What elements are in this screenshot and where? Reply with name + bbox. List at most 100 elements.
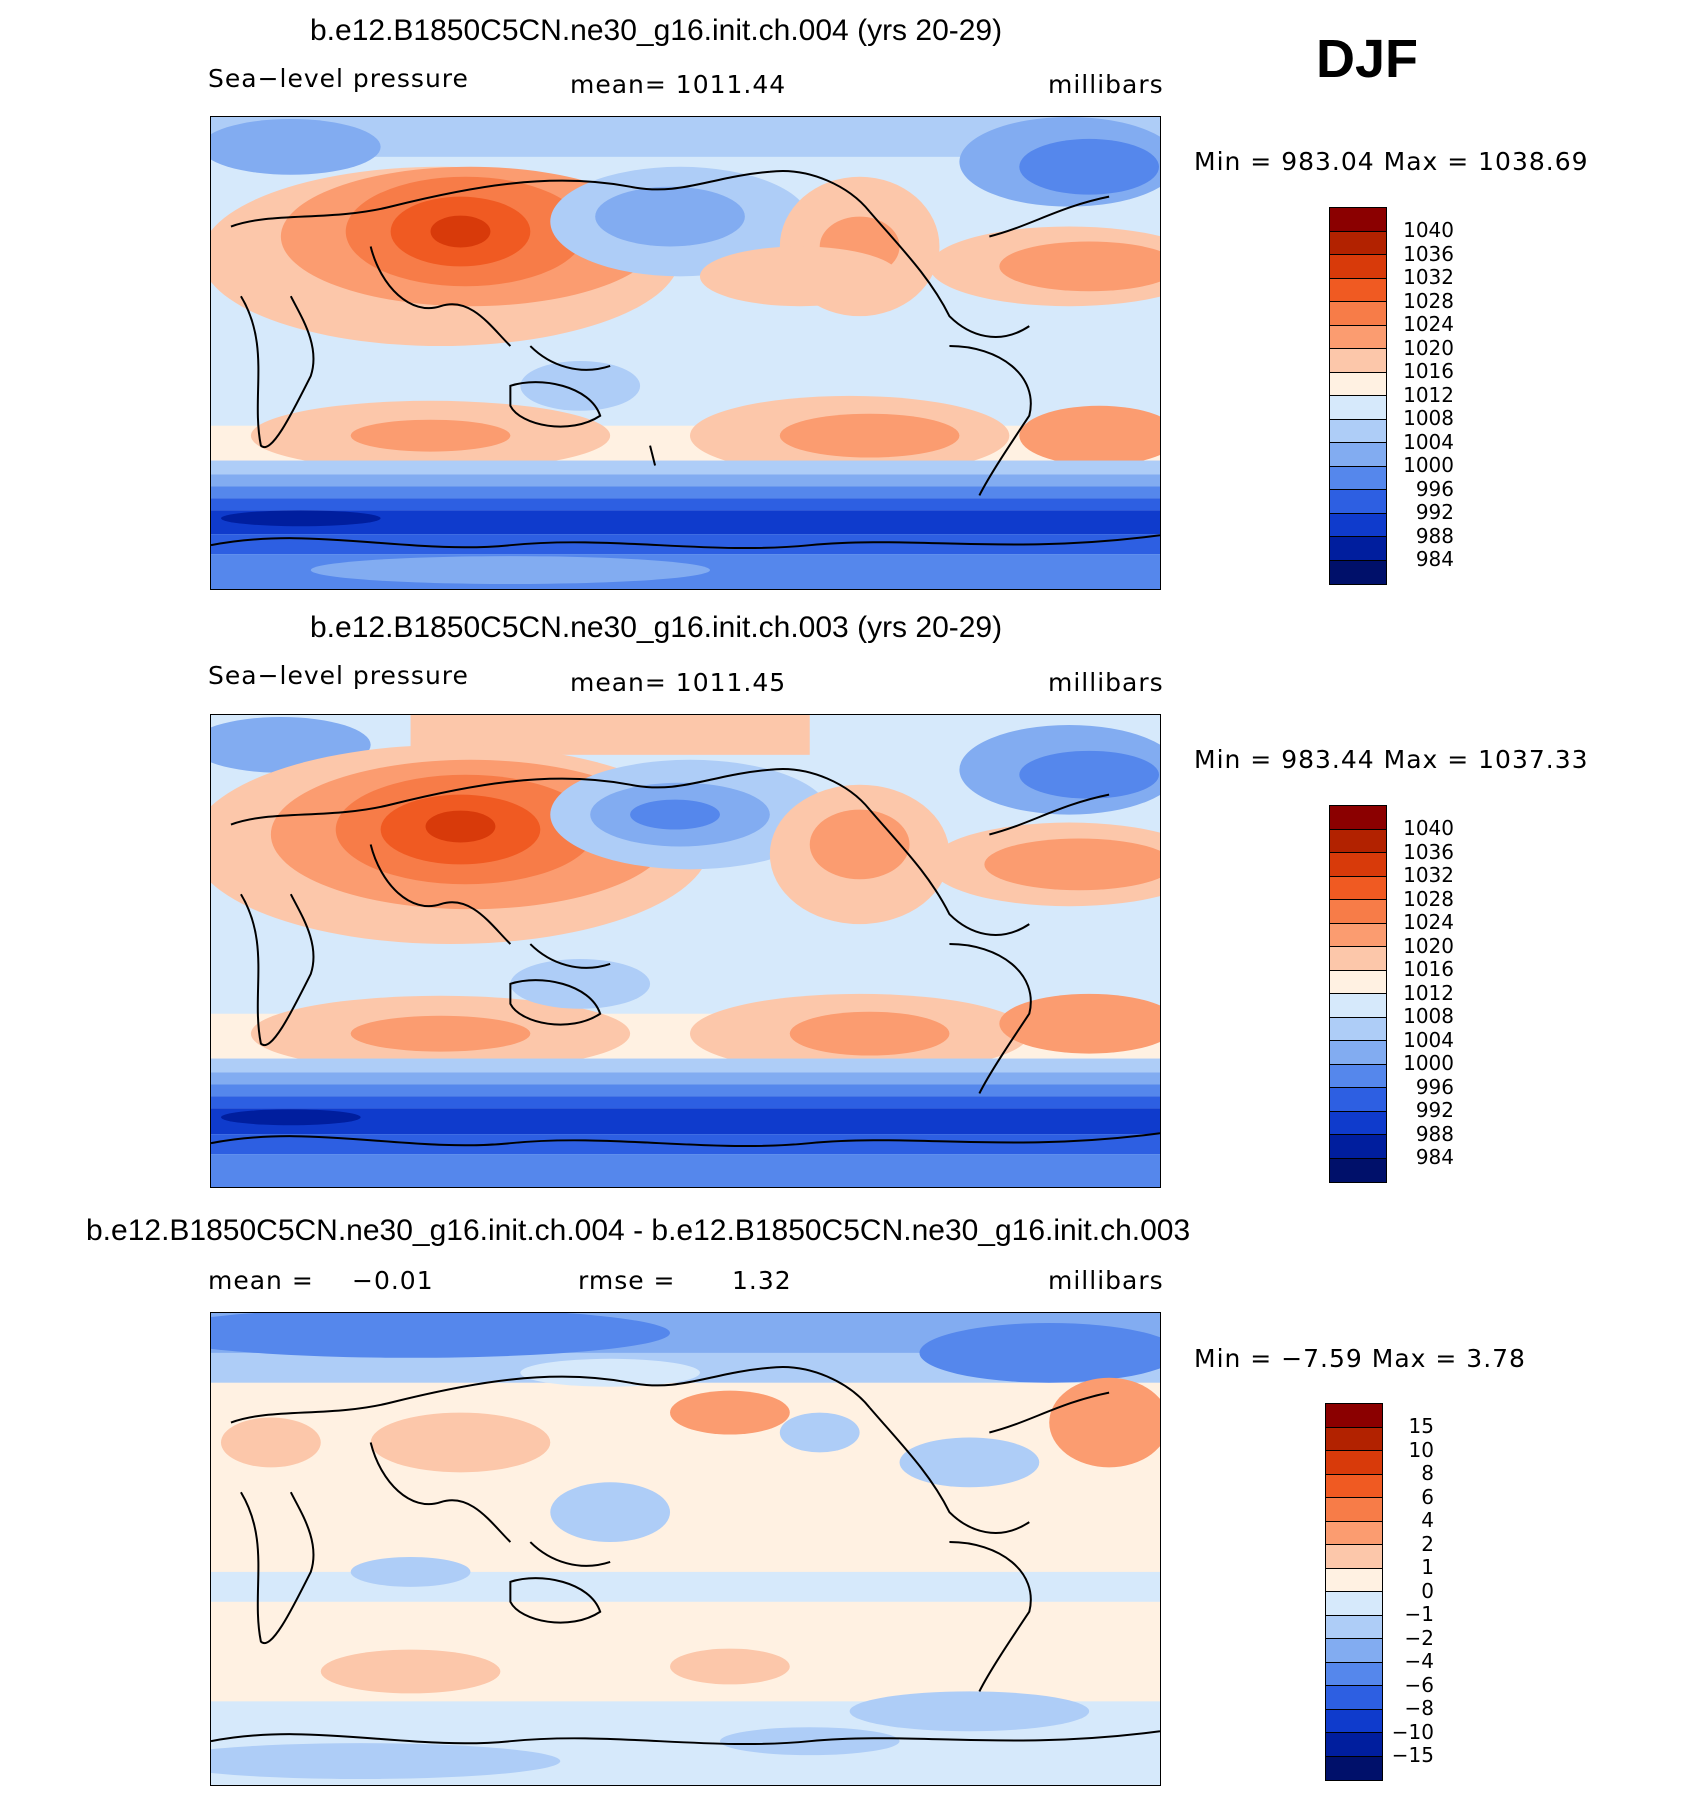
colorbar-tick-label: 1032: [1403, 863, 1454, 887]
panel-1-colorbar: [1329, 207, 1387, 585]
colorbar-tick-label: −2: [1404, 1625, 1434, 1650]
colorbar-swatch: [1330, 537, 1386, 561]
colorbar-swatch: [1330, 970, 1386, 994]
panel-3-title: b.e12.B1850C5CN.ne30_g16.init.ch.004 - b…: [86, 1214, 1191, 1247]
panel-2-units: millibars: [1048, 668, 1164, 697]
colorbar-swatch: [1326, 1709, 1382, 1733]
colorbar-swatch: [1326, 1639, 1382, 1663]
colorbar-tick-label: 988: [1415, 1121, 1454, 1146]
panel-3-colorbar: [1325, 1403, 1383, 1781]
panel-2-colorbar: [1329, 805, 1387, 1183]
colorbar-swatch: [1330, 208, 1386, 232]
panel-3-rmse-label: rmse =: [578, 1266, 676, 1295]
colorbar-tick-label: 1028: [1403, 886, 1454, 911]
colorbar-swatch: [1330, 1017, 1386, 1041]
colorbar-tick-label: 2: [1421, 1531, 1434, 1556]
colorbar-tick-label: 1008: [1403, 1004, 1454, 1028]
colorbar-swatch: [1330, 443, 1386, 467]
colorbar-tick-label: −15: [1391, 1743, 1434, 1767]
panel-3-minmax: Min = −7.59 Max = 3.78: [1194, 1344, 1526, 1373]
colorbar-swatch: [1330, 900, 1386, 924]
colorbar-tick-label: 1012: [1403, 980, 1454, 1005]
colorbar-swatch: [1326, 1686, 1382, 1710]
colorbar-tick-label: 1028: [1403, 288, 1454, 313]
colorbar-tick-label: 1004: [1403, 429, 1454, 454]
colorbar-tick-label: 1036: [1403, 839, 1454, 864]
colorbar-tick-label: 1024: [1403, 910, 1454, 934]
colorbar-swatch: [1330, 278, 1386, 302]
colorbar-swatch: [1326, 1498, 1382, 1522]
colorbar-tick-label: 1000: [1403, 453, 1454, 477]
colorbar-tick-label: 15: [1408, 1414, 1434, 1438]
colorbar-tick-label: −8: [1404, 1696, 1434, 1720]
panel-3-colorbar-labels: 15 10 8 6 4 2 1 0 −1 −2 −4 −6 −8 −10 −15: [1386, 1414, 1434, 1768]
colorbar-swatch: [1330, 806, 1386, 830]
colorbar-swatch: [1330, 1111, 1386, 1135]
colorbar-swatch: [1330, 829, 1386, 853]
colorbar-swatch: [1326, 1545, 1382, 1569]
colorbar-tick-label: 988: [1415, 523, 1454, 548]
colorbar-swatch: [1330, 349, 1386, 373]
panel-3-units: millibars: [1048, 1266, 1164, 1295]
colorbar-tick-label: 992: [1415, 500, 1454, 524]
colorbar-swatch: [1330, 302, 1386, 326]
colorbar-tick-label: 4: [1421, 1508, 1434, 1532]
colorbar-swatch: [1330, 876, 1386, 900]
colorbar-tick-label: 1036: [1403, 241, 1454, 266]
colorbar-swatch: [1330, 994, 1386, 1018]
panel-2-colorbar-labels: 1040 1036 1032 1028 1024 1020 1016 1012 1008 1004…: [1394, 816, 1454, 1170]
panel-1-units: millibars: [1048, 70, 1164, 99]
colorbar-tick-label: −4: [1404, 1649, 1434, 1673]
panel-3-rmse-value: 1.32: [732, 1266, 792, 1295]
colorbar-tick-label: 10: [1408, 1437, 1434, 1462]
colorbar-swatch: [1326, 1451, 1382, 1475]
panel-3-mean-value: −0.01: [352, 1266, 434, 1295]
colorbar-tick-label: 1040: [1403, 218, 1454, 242]
colorbar-swatch: [1326, 1521, 1382, 1545]
colorbar-swatch: [1330, 419, 1386, 443]
colorbar-tick-label: 992: [1415, 1098, 1454, 1122]
panel-1-minmax: Min = 983.04 Max = 1038.69: [1194, 147, 1589, 176]
colorbar-tick-label: −1: [1404, 1602, 1434, 1626]
colorbar-tick-label: 1020: [1403, 335, 1454, 360]
colorbar-swatch: [1330, 1064, 1386, 1088]
colorbar-swatch: [1330, 490, 1386, 514]
colorbar-swatch: [1330, 372, 1386, 396]
colorbar-swatch: [1330, 231, 1386, 255]
colorbar-tick-label: −6: [1404, 1672, 1434, 1697]
colorbar-tick-label: 984: [1415, 547, 1454, 571]
panel-1-map: [210, 116, 1161, 590]
colorbar-tick-label: 1012: [1403, 382, 1454, 407]
panel-1-mean: mean= 1011.44: [570, 70, 787, 99]
panel-3-map: [210, 1312, 1161, 1786]
colorbar-swatch: [1330, 1135, 1386, 1159]
colorbar-tick-label: 1000: [1403, 1051, 1454, 1075]
colorbar-tick-label: 0: [1421, 1578, 1434, 1603]
colorbar-swatch: [1330, 513, 1386, 537]
colorbar-swatch: [1330, 853, 1386, 877]
colorbar-swatch: [1330, 560, 1386, 584]
colorbar-swatch: [1330, 325, 1386, 349]
colorbar-tick-label: 1008: [1403, 406, 1454, 430]
colorbar-swatch: [1330, 1041, 1386, 1065]
colorbar-swatch: [1326, 1662, 1382, 1686]
colorbar-swatch: [1326, 1404, 1382, 1428]
colorbar-tick-label: 1016: [1403, 359, 1454, 383]
colorbar-swatch: [1326, 1615, 1382, 1639]
colorbar-tick-label: 1024: [1403, 312, 1454, 336]
panel-2-minmax: Min = 983.44 Max = 1037.33: [1194, 745, 1589, 774]
colorbar-swatch: [1330, 923, 1386, 947]
panel-2-title: b.e12.B1850C5CN.ne30_g16.init.ch.003 (yr…: [310, 611, 1003, 644]
colorbar-swatch: [1330, 396, 1386, 420]
panel-1-colorbar-labels: 1040 1036 1032 1028 1024 1020 1016 1012 1008 1004…: [1394, 218, 1454, 572]
colorbar-tick-label: −10: [1391, 1719, 1434, 1744]
colorbar-tick-label: 1: [1421, 1555, 1434, 1579]
colorbar-tick-label: 1016: [1403, 957, 1454, 981]
colorbar-tick-label: 1004: [1403, 1027, 1454, 1052]
colorbar-tick-label: 996: [1415, 1074, 1454, 1099]
colorbar-tick-label: 984: [1415, 1145, 1454, 1169]
panel-2-mean: mean= 1011.45: [570, 668, 787, 697]
panel-1-title: b.e12.B1850C5CN.ne30_g16.init.ch.004 (yr…: [310, 14, 1003, 47]
colorbar-swatch: [1326, 1592, 1382, 1616]
colorbar-swatch: [1326, 1756, 1382, 1780]
